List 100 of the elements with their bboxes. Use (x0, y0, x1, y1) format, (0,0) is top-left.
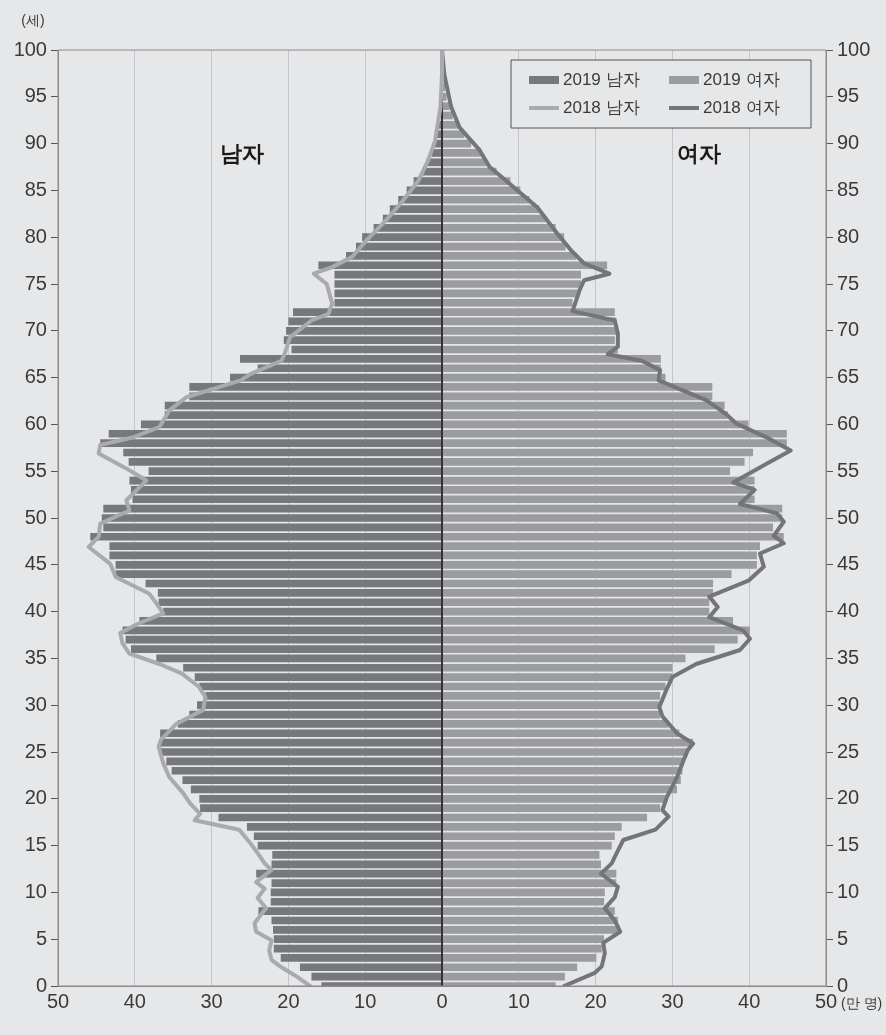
y2-tick-label: 75 (837, 271, 860, 294)
x-tick-label: 40 (123, 989, 146, 1012)
y-tick-label: 40 (24, 599, 47, 622)
y-tick-label: 0 (35, 973, 47, 996)
bar (443, 748, 688, 756)
bar (443, 813, 648, 822)
y2-tick-label: 5 (837, 926, 849, 949)
y2-tick-label: 30 (837, 692, 860, 715)
x-tick-label: 10 (507, 989, 530, 1012)
bar (145, 579, 441, 588)
legend-label: 2019 남자 (563, 69, 640, 89)
bar (160, 738, 441, 747)
bar (160, 748, 441, 756)
legend-label: 2019 여자 (703, 69, 780, 89)
bar (103, 523, 441, 532)
y-tick-label: 65 (24, 365, 47, 388)
bar (443, 551, 757, 560)
x-tick-label: 20 (277, 989, 300, 1012)
bar (443, 579, 714, 588)
bar (443, 710, 661, 719)
y-axis-title: (세) (21, 11, 45, 28)
bar (443, 682, 666, 691)
bar (257, 841, 441, 850)
bar (443, 607, 710, 616)
y-tick-label: 70 (24, 318, 47, 341)
y-tick-label: 55 (24, 458, 47, 481)
y2-tick-label: 55 (837, 458, 860, 481)
y-tick-label: 30 (24, 692, 47, 715)
y2-tick-label: 100 (837, 37, 871, 60)
bar (443, 514, 783, 522)
y-tick-label: 35 (24, 645, 47, 668)
bar (163, 607, 441, 616)
bar (334, 289, 441, 298)
y-tick-label: 100 (13, 37, 47, 60)
y-tick-label: 10 (24, 879, 47, 902)
bar (443, 270, 582, 279)
bar (443, 888, 605, 897)
y-tick-label: 50 (24, 505, 47, 528)
bar (443, 654, 686, 663)
y2-tick-label: 50 (837, 505, 860, 528)
bar (443, 242, 566, 251)
y-tick-label: 80 (24, 224, 47, 247)
y-tick-label: 90 (24, 131, 47, 154)
y-tick-label: 25 (24, 739, 47, 762)
bar (190, 785, 441, 794)
bar (166, 757, 441, 766)
bar (109, 551, 441, 560)
bar (443, 448, 754, 457)
y2-tick-label: 40 (837, 599, 860, 622)
bar (270, 888, 441, 897)
y-tick-label: 60 (24, 411, 47, 434)
x-tick-label: 40 (738, 989, 761, 1012)
bar (443, 757, 684, 766)
y-tick-label: 15 (24, 833, 47, 856)
y2-tick-label: 15 (837, 833, 860, 856)
y2-tick-label: 25 (837, 739, 860, 762)
y2-tick-label: 20 (837, 786, 860, 809)
y-tick-label: 20 (24, 786, 47, 809)
x-tick-label: 20 (584, 989, 607, 1012)
y2-tick-label: 45 (837, 552, 860, 575)
y2-tick-label: 70 (837, 318, 860, 341)
legend-label: 2018 남자 (563, 97, 640, 117)
y-tick-label: 95 (24, 84, 47, 107)
bar (271, 916, 441, 925)
bar (291, 345, 441, 354)
y2-tick-label: 85 (837, 177, 860, 200)
bar (443, 289, 578, 298)
x-tick-label: 30 (200, 989, 223, 1012)
bar (443, 841, 612, 850)
bar (101, 514, 441, 522)
bar (443, 523, 774, 532)
bar (334, 280, 441, 288)
y-tick-label: 45 (24, 552, 47, 575)
bar (443, 944, 602, 953)
y2-tick-label: 95 (837, 84, 860, 107)
x-tick-label: 50 (814, 989, 838, 1012)
y2-tick-label: 90 (837, 131, 860, 154)
x-tick-label: 10 (354, 989, 377, 1012)
y2-tick-label: 10 (837, 879, 860, 902)
bar (199, 682, 441, 691)
bar (123, 448, 441, 457)
bar (156, 654, 441, 663)
bar (218, 813, 441, 822)
bar (103, 504, 441, 513)
annotation: 여자 (677, 140, 722, 166)
x-axis-title: (만 명) (841, 994, 883, 1011)
x-tick-label: 30 (661, 989, 684, 1012)
bar (334, 270, 441, 279)
y2-tick-label: 60 (837, 411, 860, 434)
y-tick-label: 75 (24, 271, 47, 294)
legend-label: 2018 여자 (703, 97, 780, 117)
y2-tick-label: 0 (837, 973, 849, 996)
y2-tick-label: 35 (837, 645, 860, 668)
bar (443, 280, 582, 288)
bar (273, 944, 441, 953)
y2-tick-label: 80 (837, 224, 860, 247)
annotation: 남자 (220, 140, 265, 166)
x-tick-label: 0 (436, 989, 448, 1012)
y2-tick-label: 65 (837, 365, 860, 388)
y-tick-label: 5 (35, 926, 47, 949)
